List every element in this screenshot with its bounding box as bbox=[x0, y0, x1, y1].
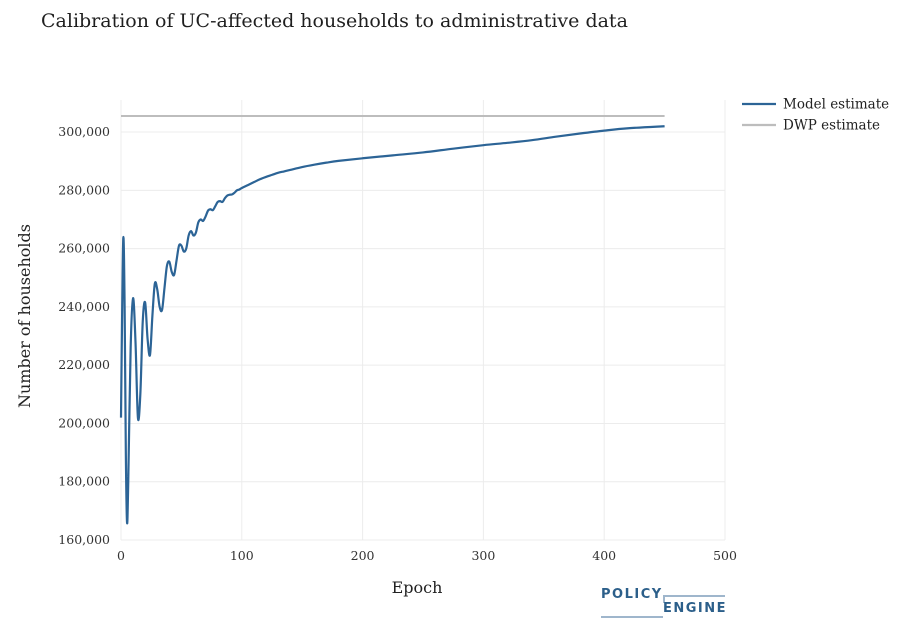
y-tick-label: 260,000 bbox=[58, 241, 110, 256]
x-tick-label: 300 bbox=[471, 548, 495, 563]
chart-title: Calibration of UC-affected households to… bbox=[41, 10, 628, 32]
y-tick-label: 240,000 bbox=[58, 299, 110, 314]
logo-line bbox=[601, 616, 663, 618]
x-axis-title: Epoch bbox=[392, 578, 443, 597]
y-tick-label: 300,000 bbox=[58, 124, 110, 139]
y-tick-label: 280,000 bbox=[58, 182, 110, 197]
legend: Model estimate DWP estimate bbox=[742, 97, 889, 134]
y-tick-label: 200,000 bbox=[58, 415, 110, 430]
x-tick-label: 200 bbox=[351, 548, 375, 563]
series-lines bbox=[119, 115, 665, 525]
x-tick-label: 500 bbox=[713, 548, 737, 563]
x-tick-label: 400 bbox=[592, 548, 616, 563]
model-estimate-line bbox=[119, 125, 665, 525]
legend-label: Model estimate bbox=[783, 97, 889, 113]
logo-text-top: POLICY bbox=[601, 587, 663, 602]
logo-text-bottom: ENGINE bbox=[663, 601, 728, 616]
x-axis-ticks: 0 100 200 300 400 500 bbox=[117, 548, 737, 563]
x-tick-label: 100 bbox=[230, 548, 254, 563]
y-tick-label: 220,000 bbox=[58, 357, 110, 372]
logo-line bbox=[663, 595, 665, 603]
y-tick-label: 160,000 bbox=[58, 532, 110, 547]
legend-label: DWP estimate bbox=[783, 118, 880, 134]
y-tick-label: 180,000 bbox=[58, 474, 110, 489]
policyengine-logo: POLICY ENGINE bbox=[601, 587, 727, 621]
y-axis-title: Number of households bbox=[15, 224, 34, 408]
logo-line bbox=[663, 595, 725, 597]
grid-lines bbox=[120, 100, 726, 541]
y-axis-ticks: 160,000 180,000 200,000 220,000 240,000 260,0… bbox=[58, 124, 110, 547]
x-tick-label: 0 bbox=[117, 548, 125, 563]
